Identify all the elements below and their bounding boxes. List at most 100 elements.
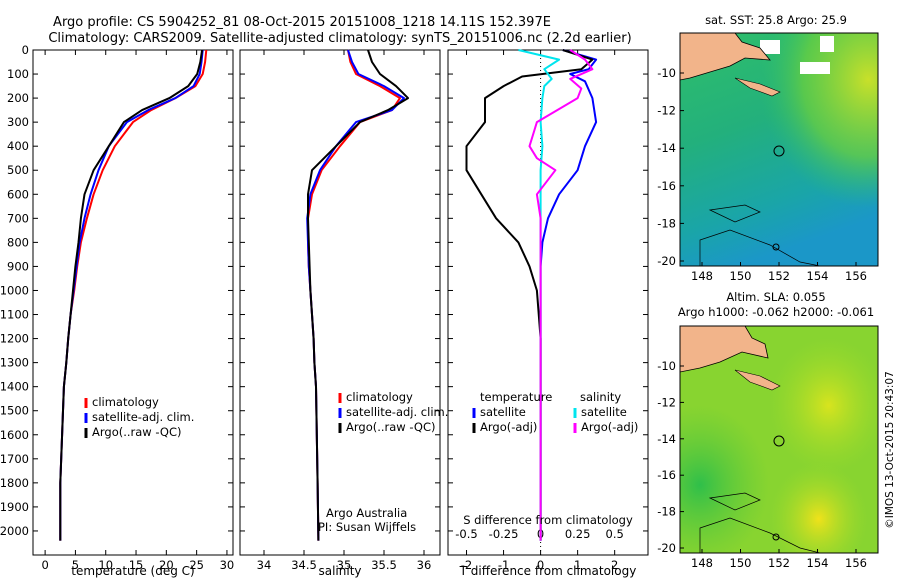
land-new-guinea	[680, 33, 771, 81]
secondary-marker	[772, 533, 780, 541]
y-tick-label: 100	[7, 67, 29, 81]
difference-lines	[465, 49, 598, 555]
sst-map-field	[680, 33, 878, 266]
sla-map-field	[680, 326, 878, 553]
y-tick-label: 900	[7, 259, 29, 273]
argo-australia-note: Argo Australia	[326, 506, 407, 520]
y-tick-label: 1700	[0, 452, 29, 466]
difference-axes-frame	[447, 49, 649, 556]
legend-header-salinity: salinity	[580, 390, 621, 404]
y-tick-label: 2000	[0, 524, 29, 538]
lat-tick-label: -14	[657, 141, 676, 155]
series-line-t-argo-adj-	[465, 49, 594, 541]
x-tick-label: 35.5	[371, 558, 397, 572]
header-line-1: Argo profile: CS 5904252_81 08-Oct-2015 …	[53, 15, 551, 30]
sst-map-lon-ticks: 148 150 152 154 156	[691, 262, 867, 283]
reef-contour-2	[708, 204, 761, 223]
pi-note: PI: Susan Wijffels	[318, 520, 416, 534]
lon-tick-label: 148	[691, 556, 713, 570]
series-line-s-argo-adj-	[528, 49, 594, 541]
temperature-legend: climatology satellite-adj. clim. Argo(..…	[84, 395, 194, 439]
series-line-t-satellite	[539, 49, 598, 541]
sst-map-lat-ticks: -10 -12 -14 -16 -18 -20	[657, 66, 684, 268]
x-tick-label: 0	[537, 558, 544, 572]
lat-tick-label: -20	[657, 254, 676, 268]
x-tick-label: 25	[189, 558, 204, 572]
lat-tick-label: -12	[657, 104, 676, 118]
x-tick-label: 15	[129, 558, 144, 572]
legend-label-t-argo: Argo(-adj)	[480, 420, 537, 434]
reef-contour	[699, 229, 821, 266]
reef-contour-2	[708, 492, 761, 511]
imos-watermark: ©IMOS 13-Oct-2015 20:43:07	[884, 371, 896, 529]
lat-tick-label: -10	[657, 66, 676, 80]
lon-tick-label: 148	[691, 269, 713, 283]
sst-map-title: sat. SST: 25.8 Argo: 25.9	[705, 13, 847, 27]
lon-tick-label: 154	[807, 269, 829, 283]
legend-label-s-argo: Argo(-adj)	[581, 420, 638, 434]
temperature-x-label: temperature (deg C)	[71, 564, 194, 578]
s-tick-label: -0.5	[455, 527, 477, 541]
temperature-axes-frame	[32, 49, 234, 556]
x-tick-label: -2	[461, 558, 472, 572]
legend-label-satellite: satellite-adj. clim.	[346, 405, 448, 419]
s-tick-label: 0.5	[606, 527, 624, 541]
legend-label-t-satellite: satellite	[480, 405, 526, 419]
s-tick-label: -0.25	[489, 527, 519, 541]
x-tick-label: 5	[72, 558, 79, 572]
y-tick-label: 500	[7, 163, 29, 177]
series-line-satellite-adj-clim-	[306, 49, 405, 541]
x-tick-label: 30	[220, 558, 235, 572]
lat-tick-label: -18	[657, 216, 676, 230]
y-tick-label: 800	[7, 235, 29, 249]
salinity-x-label: salinity	[318, 564, 361, 578]
lat-tick-label: -14	[657, 432, 676, 446]
salinity-x-ticks: 34 34.5 35 35.5 36	[257, 50, 431, 572]
y-tick-label: 600	[7, 187, 29, 201]
header-line-2: Climatology: CARS2009. Satellite-adjuste…	[48, 31, 631, 46]
temperature-lines	[59, 49, 208, 541]
y-tick-label: 400	[7, 139, 29, 153]
difference-x-ticks: -2 -1 0 1 2	[461, 50, 618, 572]
sla-map-title-1: Altim. SLA: 0.055	[726, 290, 825, 304]
x-tick-label: 10	[98, 558, 113, 572]
lat-tick-label: -18	[657, 505, 676, 519]
salinity-axes-frame	[239, 49, 441, 556]
difference-x-label-2: S difference from climatology	[463, 513, 633, 527]
series-line-argo-raw-qc-	[307, 49, 409, 541]
difference-x-label: T difference from climatology	[459, 564, 637, 578]
sla-map-lon-ticks: 148 150 152 154 156	[691, 549, 867, 570]
y-tick-label: 1500	[0, 404, 29, 418]
y-tick-label: 700	[7, 211, 29, 225]
y-tick-label: 300	[7, 115, 29, 129]
reef-contour	[699, 517, 821, 553]
salinity-panel: 34 34.5 35 35.5 36 salinity climatology sate…	[239, 49, 448, 578]
x-tick-label: 0	[41, 558, 48, 572]
y-tick-label: 1300	[0, 356, 29, 370]
difference-panel: -2 -1 0 1 2 -0.5 -0.25 0 0.25 0.5 T difference f…	[447, 49, 649, 578]
lon-tick-label: 156	[845, 269, 867, 283]
legend-label-argo: Argo(..raw -QC)	[346, 420, 436, 434]
y-tick-label: 0	[22, 43, 29, 57]
y-tick-label: 1600	[0, 428, 29, 442]
y-tick-label: 1200	[0, 332, 29, 346]
temperature-panel: 0100200300400500600700800900100011001200…	[0, 43, 234, 578]
series-line-argo-raw-qc-	[59, 49, 204, 541]
land-islands	[734, 77, 781, 97]
lon-tick-label: 156	[845, 556, 867, 570]
salinity-legend: climatology satellite-adj. clim. Argo(..…	[338, 390, 448, 434]
y-tick-label: 1400	[0, 380, 29, 394]
x-tick-label: 2	[611, 558, 618, 572]
s-tick-label: 0.25	[565, 527, 591, 541]
argo-float-marker	[773, 145, 785, 157]
lon-tick-label: 154	[807, 556, 829, 570]
depth-ticks: 0 100 200 300 400 500 600 700 800 900 1000 1100 1200…	[0, 43, 29, 538]
y-tick-label: 1900	[0, 500, 29, 514]
series-line-climatology	[59, 49, 208, 541]
legend-label-s-satellite: satellite	[581, 405, 627, 419]
y-tick-label: 1000	[0, 283, 29, 297]
lat-tick-label: -12	[657, 395, 676, 409]
legend-label-argo: Argo(..raw -QC)	[92, 425, 182, 439]
difference-s-ticks: -0.5-0.2500.250.5	[455, 527, 624, 541]
